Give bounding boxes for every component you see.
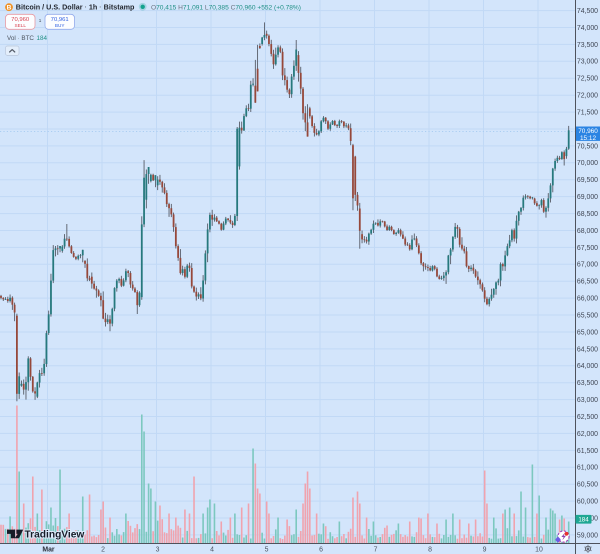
svg-text:BUY: BUY [55,23,66,28]
svg-text:65,000: 65,000 [577,329,598,336]
svg-text:7: 7 [374,547,378,554]
svg-text:68,500: 68,500 [577,211,598,218]
svg-text:Mar: Mar [42,547,55,554]
svg-text:1: 1 [39,18,42,23]
svg-text:66,500: 66,500 [577,279,598,286]
svg-text:71,500: 71,500 [577,110,598,117]
svg-text:65,500: 65,500 [577,312,598,319]
svg-text:70,961: 70,961 [51,17,69,23]
svg-text:O70,415 H71,091 L70,385 C70,96: O70,415 H71,091 L70,385 C70,960 +552 (+0… [151,4,301,11]
svg-text:73,000: 73,000 [577,59,598,66]
svg-text:62,500: 62,500 [577,414,598,421]
svg-text:63,000: 63,000 [577,397,598,404]
svg-text:69,500: 69,500 [577,177,598,184]
svg-text:69,000: 69,000 [577,194,598,201]
svg-text:66,000: 66,000 [577,296,598,303]
svg-text:B: B [7,5,12,12]
svg-text:70,960: 70,960 [11,17,30,23]
svg-text:67,500: 67,500 [577,245,598,252]
svg-text:74,500: 74,500 [577,8,598,15]
svg-text:8: 8 [428,547,432,554]
svg-text:67,000: 67,000 [577,262,598,269]
svg-text:70,500: 70,500 [577,143,598,150]
svg-text:60,500: 60,500 [577,482,598,489]
svg-text:63,500: 63,500 [577,380,598,387]
svg-text:72,000: 72,000 [577,93,598,100]
svg-text:2: 2 [101,547,105,554]
svg-text:74,000: 74,000 [577,25,598,32]
svg-text:184: 184 [578,517,589,524]
svg-text:TradingView: TradingView [25,529,85,540]
svg-text:9: 9 [483,547,487,554]
svg-text:70,000: 70,000 [577,160,598,167]
svg-text:Bitcoin / U.S. Dollar · 1h · B: Bitcoin / U.S. Dollar · 1h · Bitstamp [16,2,135,11]
svg-text:60,000: 60,000 [577,499,598,506]
svg-text:6: 6 [319,547,323,554]
svg-text:3: 3 [156,547,160,554]
svg-text:61,000: 61,000 [577,465,598,472]
svg-text:62,000: 62,000 [577,431,598,438]
svg-text:4: 4 [210,547,214,554]
svg-text:64,500: 64,500 [577,346,598,353]
svg-text:5: 5 [265,547,269,554]
svg-text:15:12: 15:12 [580,135,596,142]
svg-text:10: 10 [535,547,543,554]
svg-text:59,000: 59,000 [577,532,598,539]
svg-text:70,960: 70,960 [578,128,598,135]
svg-text:SELL: SELL [14,23,26,28]
svg-text:184: 184 [37,35,48,42]
svg-text:61,500: 61,500 [577,448,598,455]
svg-text:73,500: 73,500 [577,42,598,49]
svg-text:64,000: 64,000 [577,363,598,370]
svg-text:Vol · BTC: Vol · BTC [7,35,34,42]
svg-text:72,500: 72,500 [577,76,598,83]
svg-text:68,000: 68,000 [577,228,598,235]
